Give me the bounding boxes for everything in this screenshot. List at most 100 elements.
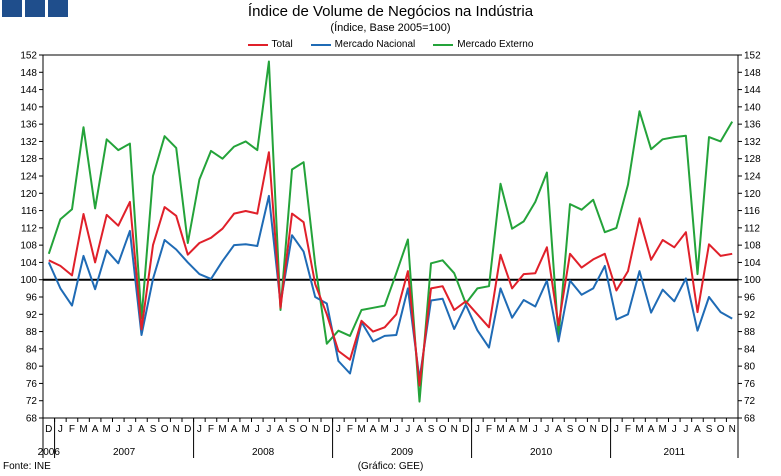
y-tick-label-left: 124 bbox=[20, 172, 37, 183]
x-tick-label: O bbox=[439, 424, 447, 435]
y-tick-label-right: 144 bbox=[744, 85, 761, 96]
y-tick-label-left: 116 bbox=[21, 206, 37, 217]
y-tick-label-right: 140 bbox=[744, 102, 761, 113]
y-tick-label-right: 88 bbox=[744, 327, 756, 338]
x-tick-label: J bbox=[197, 424, 202, 435]
y-tick-label-left: 132 bbox=[20, 137, 37, 148]
legend-label-mercado-externo: Mercado Externo bbox=[457, 39, 534, 50]
y-tick-label-right: 108 bbox=[744, 241, 761, 252]
logo-block bbox=[2, 0, 22, 17]
y-tick-label-right: 96 bbox=[744, 293, 756, 304]
y-tick-label-right: 152 bbox=[744, 51, 761, 62]
x-tick-label: N bbox=[312, 424, 319, 435]
source-note: Fonte: INE bbox=[3, 461, 51, 472]
chart-subtitle: (Índice, Base 2005=100) bbox=[330, 22, 451, 34]
legend-item-total: Total bbox=[247, 39, 293, 50]
x-tick-label: A bbox=[277, 424, 284, 435]
y-tick-label-left: 80 bbox=[26, 362, 38, 373]
x-tick-label: J bbox=[533, 424, 538, 435]
x-tick-label: J bbox=[683, 424, 688, 435]
x-tick-label: M bbox=[496, 424, 504, 435]
x-tick-label: F bbox=[69, 424, 75, 435]
x-tick-label: F bbox=[625, 424, 631, 435]
x-tick-label: A bbox=[694, 424, 701, 435]
y-tick-label-left: 108 bbox=[20, 241, 37, 252]
y-tick-label-left: 144 bbox=[20, 85, 37, 96]
y-tick-label-left: 140 bbox=[20, 102, 37, 113]
y-tick-label-right: 148 bbox=[744, 68, 761, 79]
x-tick-label: J bbox=[127, 424, 132, 435]
chart-title: Índice de Volume de Negócios na Indústri… bbox=[247, 3, 534, 20]
x-tick-label: J bbox=[255, 424, 260, 435]
y-tick-label-right: 84 bbox=[744, 344, 756, 355]
y-tick-label-right: 76 bbox=[744, 379, 756, 390]
y-tick-label-right: 124 bbox=[744, 172, 761, 183]
year-label: 2010 bbox=[530, 447, 553, 458]
y-tick-label-right: 120 bbox=[744, 189, 761, 200]
x-tick-label: J bbox=[614, 424, 619, 435]
x-tick-label: M bbox=[659, 424, 667, 435]
x-tick-label: A bbox=[138, 424, 145, 435]
x-tick-label: S bbox=[706, 424, 713, 435]
x-tick-label: N bbox=[590, 424, 597, 435]
y-tick-label-left: 96 bbox=[26, 293, 38, 304]
legend-swatch-mercado-externo bbox=[433, 43, 454, 46]
legend-swatch-total bbox=[247, 43, 268, 46]
x-tick-label: N bbox=[173, 424, 180, 435]
y-tick-label-right: 68 bbox=[744, 414, 756, 425]
x-tick-label: O bbox=[578, 424, 586, 435]
y-tick-label-right: 132 bbox=[744, 137, 761, 148]
y-tick-label-right: 72 bbox=[744, 396, 756, 407]
logo bbox=[2, 0, 68, 17]
y-tick-label-left: 72 bbox=[26, 396, 38, 407]
y-tick-label-left: 84 bbox=[26, 344, 38, 355]
x-tick-label: S bbox=[567, 424, 574, 435]
x-tick-label: N bbox=[729, 424, 736, 435]
x-tick-label: F bbox=[486, 424, 492, 435]
year-label: 2008 bbox=[252, 447, 275, 458]
y-tick-label-left: 104 bbox=[20, 258, 37, 269]
x-tick-label: A bbox=[555, 424, 562, 435]
x-tick-label: J bbox=[394, 424, 399, 435]
y-tick-label-right: 116 bbox=[744, 206, 760, 217]
x-tick-label: D bbox=[45, 424, 52, 435]
y-tick-label-right: 92 bbox=[744, 310, 756, 321]
y-tick-label-right: 104 bbox=[744, 258, 761, 269]
x-tick-label: M bbox=[79, 424, 87, 435]
x-tick-label: A bbox=[416, 424, 423, 435]
x-tick-label: J bbox=[475, 424, 480, 435]
y-tick-label-left: 68 bbox=[26, 414, 38, 425]
x-tick-label: J bbox=[266, 424, 271, 435]
x-tick-label: M bbox=[520, 424, 528, 435]
x-tick-label: M bbox=[381, 424, 389, 435]
legend-label-mercado-nacional: Mercado Nacional bbox=[334, 39, 416, 50]
x-tick-label: D bbox=[184, 424, 191, 435]
x-tick-label: J bbox=[58, 424, 63, 435]
x-tick-label: A bbox=[648, 424, 655, 435]
x-tick-label: O bbox=[300, 424, 308, 435]
x-tick-label: A bbox=[370, 424, 377, 435]
y-tick-label-right: 112 bbox=[744, 223, 760, 234]
x-tick-label: J bbox=[116, 424, 121, 435]
x-tick-label: M bbox=[242, 424, 250, 435]
x-tick-label: M bbox=[103, 424, 111, 435]
x-tick-label: N bbox=[451, 424, 458, 435]
series-line-mercado-externo bbox=[47, 60, 734, 403]
x-tick-label: A bbox=[509, 424, 516, 435]
y-tick-label-left: 136 bbox=[20, 120, 37, 131]
y-tick-label-right: 100 bbox=[744, 275, 761, 286]
y-tick-label-left: 152 bbox=[20, 51, 37, 62]
x-tick-label: F bbox=[208, 424, 214, 435]
legend: Total Mercado Nacional Mercado Externo bbox=[0, 39, 781, 50]
legend-item-mercado-nacional: Mercado Nacional bbox=[310, 39, 416, 50]
legend-label-total: Total bbox=[271, 39, 293, 50]
x-tick-label: D bbox=[323, 424, 330, 435]
x-tick-label: D bbox=[462, 424, 469, 435]
x-tick-label: S bbox=[150, 424, 157, 435]
y-tick-label-left: 88 bbox=[26, 327, 38, 338]
x-tick-label: F bbox=[347, 424, 353, 435]
legend-swatch-mercado-nacional bbox=[310, 43, 331, 46]
series-line-total bbox=[48, 151, 733, 387]
x-tick-label: O bbox=[161, 424, 169, 435]
